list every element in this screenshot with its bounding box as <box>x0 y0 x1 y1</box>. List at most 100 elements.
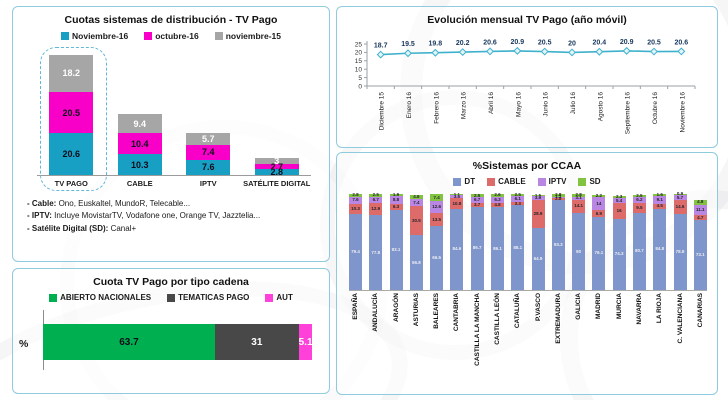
bar-value-label: 80.7 <box>635 248 644 254</box>
bar-value-label: 83.1 <box>391 246 401 252</box>
bar-segment: 3.9 <box>531 194 545 200</box>
bar-value-label: 84.6 <box>452 246 462 252</box>
footnote-line: - Cable: Ono, Euskaltel, MundoR, Telecab… <box>27 198 329 210</box>
bar-segment: 12.9 <box>369 202 383 216</box>
bar-segment: 1.1 <box>551 194 565 198</box>
stacked-bar: 2.8 1.1 2.8 93.3 <box>551 193 565 290</box>
data-point-marker <box>595 47 604 56</box>
bar-value-label: 77.8 <box>371 249 381 255</box>
data-point-marker <box>622 46 631 55</box>
bar-value-label: 6.1 <box>514 196 521 202</box>
bar-value-label: 2.3 <box>616 193 623 199</box>
bar-segment: 7.6 <box>186 159 231 175</box>
bar-value-label: 9.4 <box>133 118 147 129</box>
stacked-bar-chart: 18.2 20.5 20.6 9.4 10.4 10.3 5.7 7.4 7.6 3 2.7 2.8 … <box>37 47 312 191</box>
bar-value-label: 80 <box>576 248 582 254</box>
bar-segment: 2.5 <box>511 192 525 197</box>
x-category-label: Mayo 16 <box>515 92 522 117</box>
category-label-text: MADRID <box>595 293 603 319</box>
legend-label: IPTV <box>548 177 567 186</box>
x-category-label: Enero 16 <box>406 92 413 119</box>
bar-segment: 6.7 <box>369 196 383 203</box>
bar-value-label: 2.8 <box>352 192 359 198</box>
bar-value-label: 78.8 <box>675 248 685 254</box>
x-category-label: Abril 16 <box>488 92 495 114</box>
bar-value-label: 2.5 <box>372 192 379 198</box>
bar-value-label: 4.8 <box>697 199 704 205</box>
category-label-text: P.VASCO <box>534 293 542 321</box>
stacked-bar: 1.1 3.5 10.8 84.6 <box>450 192 464 290</box>
category-label: C. VALENCIANA <box>674 293 687 385</box>
bar-value-label: 14 <box>596 200 602 206</box>
bar-segment: 18.2 <box>49 55 94 92</box>
bar-value-label: 5.1 <box>298 336 313 348</box>
line-series <box>380 50 682 56</box>
bar-segment: 20.6 <box>49 133 94 175</box>
bar-value-label: 1.5 <box>534 192 542 198</box>
legend-item: IPTV <box>537 177 567 186</box>
footnote-text: Incluye MovistarTV, Vodafone one, Orange… <box>51 211 261 221</box>
bar-segment: 2.7 <box>254 162 299 172</box>
data-point-marker <box>404 49 412 58</box>
bar-segment: 2.5 <box>470 192 484 198</box>
data-point-label: 20 <box>568 40 576 47</box>
bar-segment: 13.5 <box>430 213 444 227</box>
legend-label: octubre-16 <box>155 31 199 41</box>
stacked-bar: 18.2 20.5 20.6 <box>49 55 94 175</box>
y-tick-label: 20 <box>355 50 363 57</box>
bar-value-label: 56.8 <box>411 259 421 265</box>
bar-value-label: 2.5 <box>474 192 481 198</box>
bar-value-label: 7.6 <box>201 162 215 173</box>
bar-group: 3 2.7 2.8 <box>243 156 312 177</box>
data-point-label: 19.5 <box>401 41 415 48</box>
legend-swatch <box>49 293 58 302</box>
bar-value-label: 3.9 <box>534 194 542 200</box>
stacked-bar-chart: 2.8 7.6 10.3 79.4 2.5 6.7 12.9 77.8 1.9 8.8 6.3 83.… <box>349 191 707 385</box>
footnote-label: - Cable: <box>27 199 57 208</box>
bar-segment: 10.3 <box>117 154 162 175</box>
bar-segment: 1.6 <box>653 191 667 197</box>
stacked-bar: 4.6 7.4 30.5 56.8 <box>409 194 423 290</box>
data-point-label: 19.8 <box>429 41 443 48</box>
bar-value-label: 3.3 <box>514 200 521 206</box>
bar-segment: 2.2 <box>592 192 606 198</box>
x-category-label: Julio 16 <box>570 92 577 115</box>
data-point-label: 20.9 <box>511 39 525 46</box>
bar-segment: 1.9 <box>389 192 403 196</box>
bar-segment: 84.8 <box>653 208 667 290</box>
category-label: CABLE <box>126 179 153 188</box>
panel-title: Cuota TV Pago por tipo cadena <box>93 276 249 288</box>
y-tick-label: 15 <box>355 58 363 65</box>
bar-segment: 14.1 <box>572 199 586 214</box>
data-point-marker <box>650 47 658 56</box>
bar-value-label: 1.6 <box>656 191 663 197</box>
bar-value-label: 13.5 <box>432 216 442 222</box>
stacked-bar: 3 2.7 2.8 <box>254 156 299 177</box>
category-label: CATALUÑA <box>511 293 524 385</box>
y-tick-label: 5 <box>358 75 362 82</box>
legend: ABIERTO NACIONALES TEMATICAS PAGO AUT <box>13 293 329 302</box>
bar-segment: 86.1 <box>490 207 504 290</box>
data-point-marker <box>568 48 576 57</box>
legend-item: SD <box>578 177 601 186</box>
bar-segment: 30.5 <box>409 206 423 236</box>
category-label: NAVARRA <box>633 293 646 385</box>
x-category-label: Junio 16 <box>543 92 550 117</box>
bar-segment: 78.8 <box>673 214 687 290</box>
bar-value-label: 14.6 <box>675 204 685 210</box>
bar-segment: 3 <box>254 156 299 166</box>
legend-swatch <box>144 32 153 40</box>
stacked-bar: 1.5 3.9 28.9 64.9 <box>531 192 545 290</box>
bar-value-label: 66.5 <box>432 254 442 260</box>
bar-value-label: 5.7 <box>676 194 684 200</box>
bar-segment: 16 <box>612 203 626 219</box>
bar-value-label: 2.2 <box>595 192 603 198</box>
data-point-label: 20.5 <box>538 40 552 47</box>
legend-item: ABIERTO NACIONALES <box>49 293 151 302</box>
bar-value-label: 74.3 <box>614 251 624 257</box>
bar-segment: 7.4 <box>430 194 444 202</box>
category-label: SATÉLITE DIGITAL <box>243 179 311 188</box>
bars-area: 2.8 7.6 10.3 79.4 2.5 6.7 12.9 77.8 1.9 8.8 6.3 83.… <box>349 191 707 291</box>
stacked-bar: 2.5 6.1 3.3 88.1 <box>511 192 525 290</box>
